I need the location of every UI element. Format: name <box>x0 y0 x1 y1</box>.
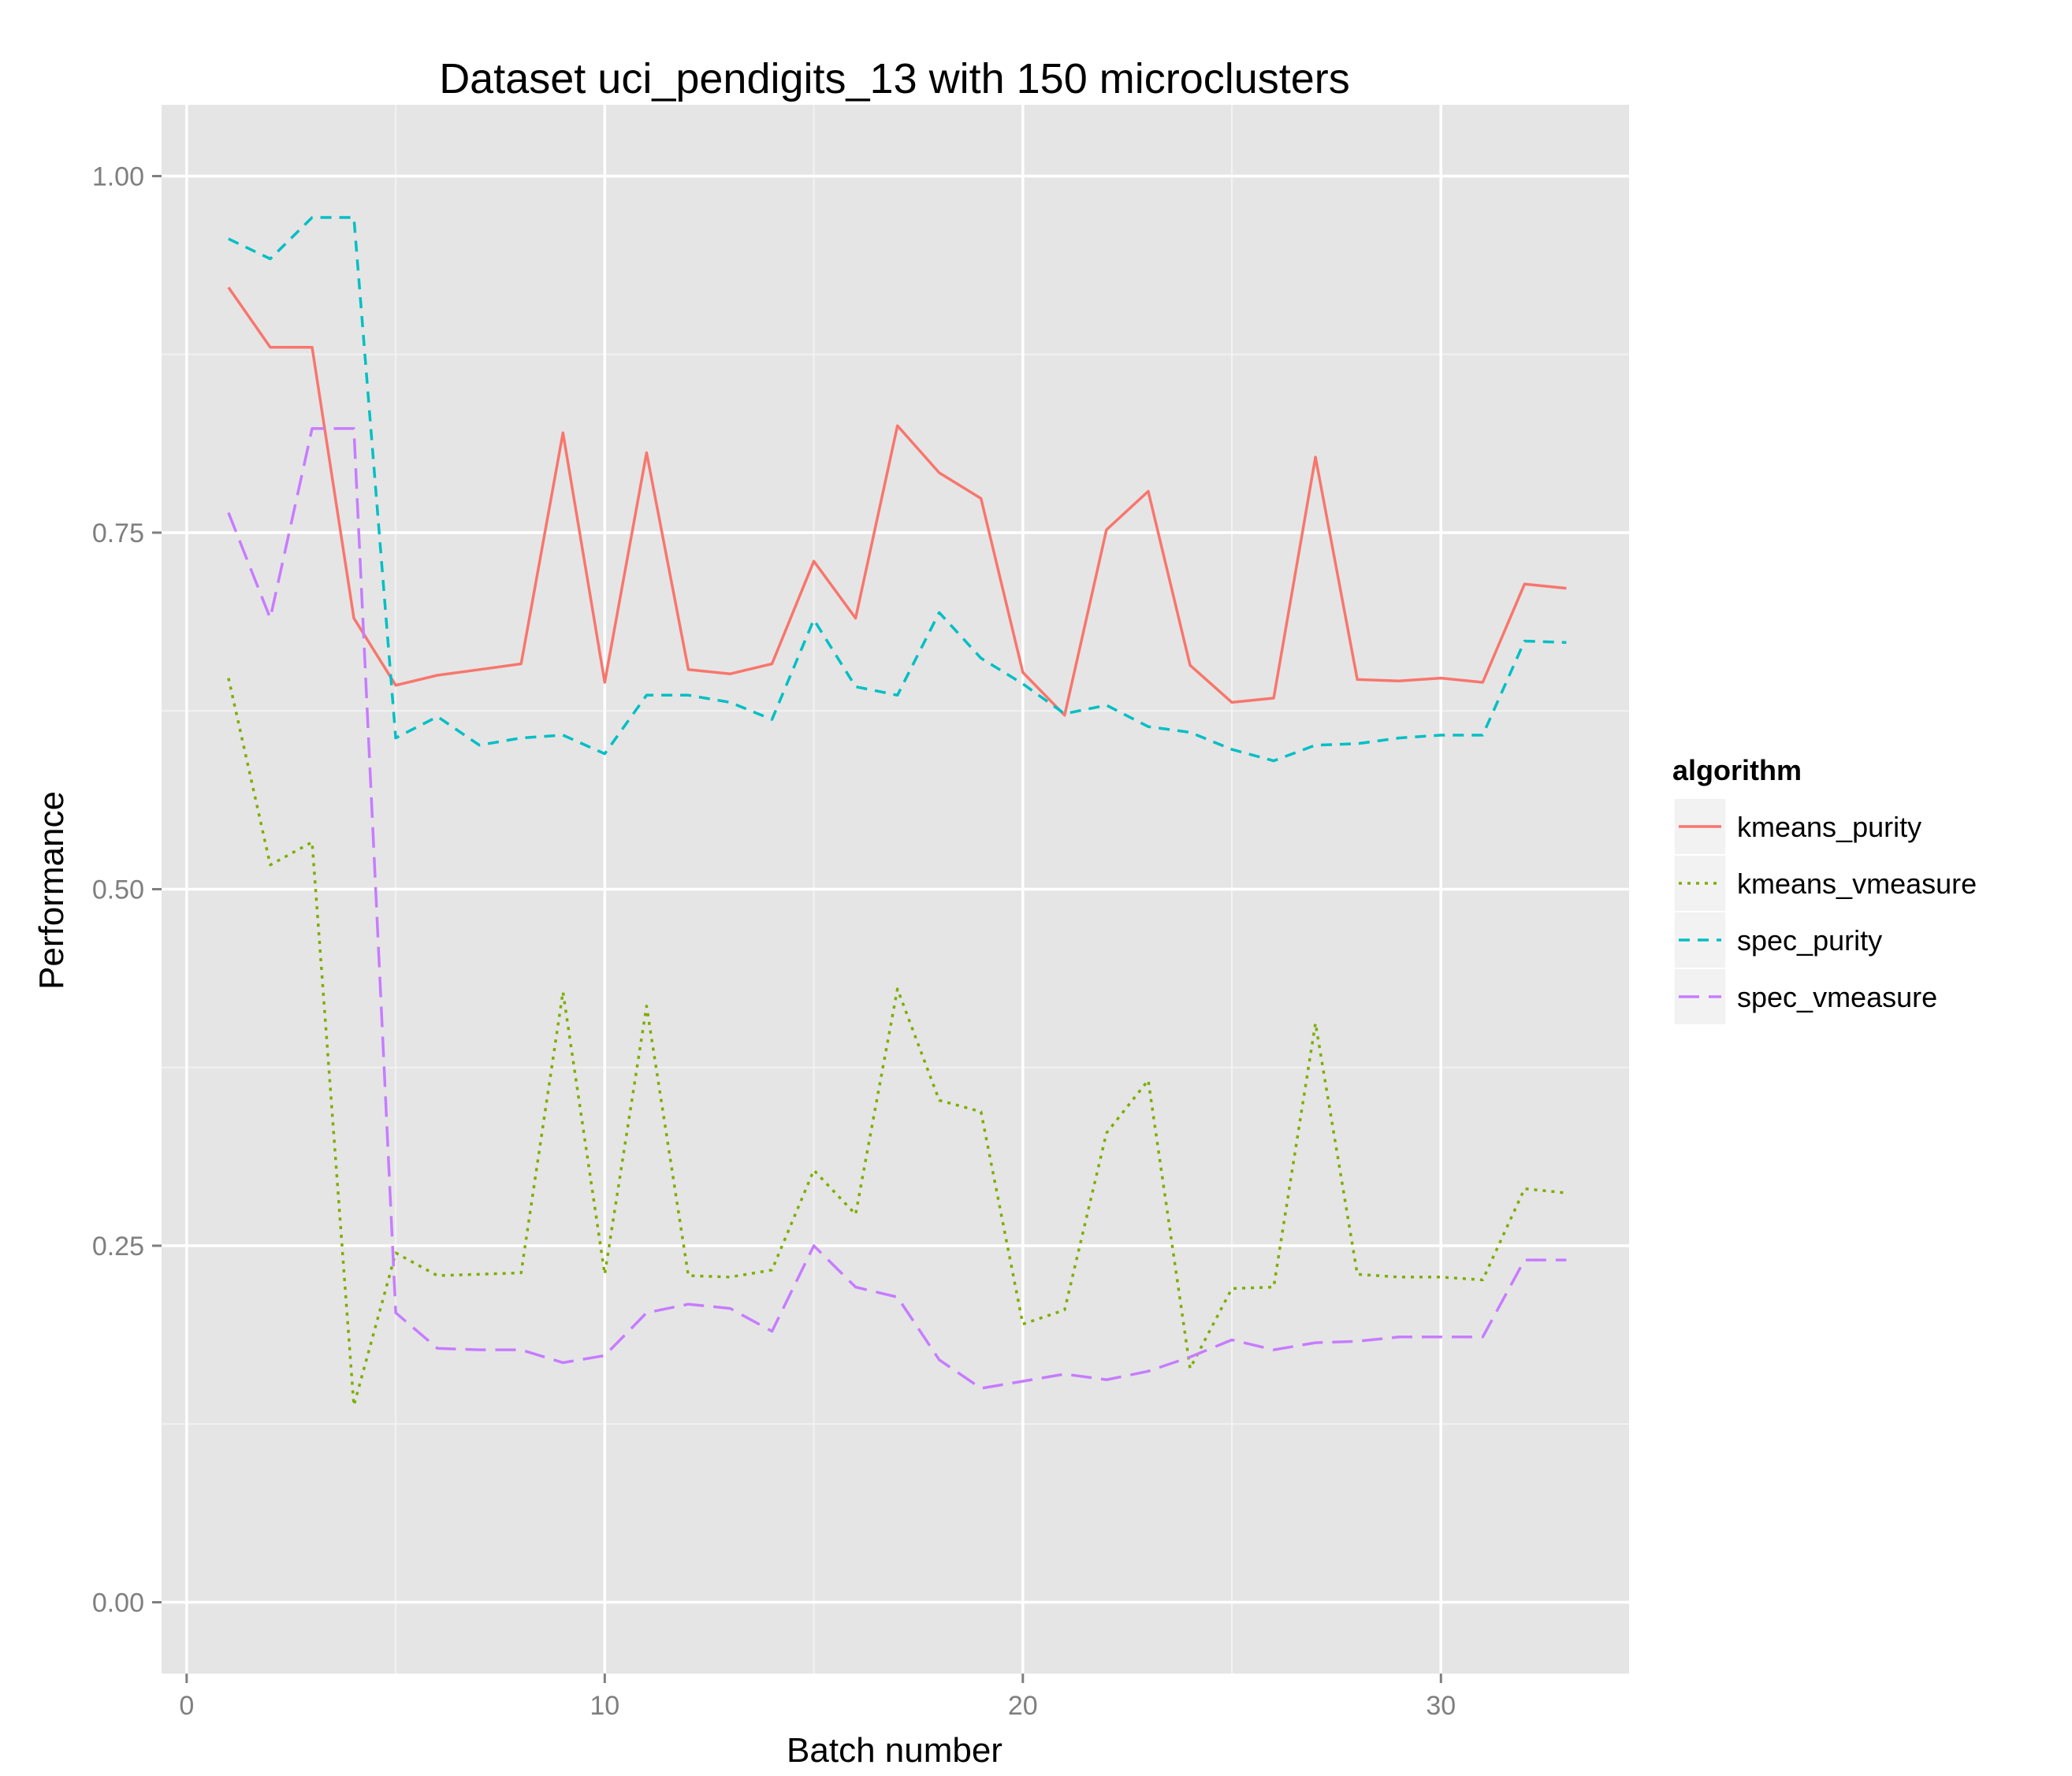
chart-title: Dataset uci_pendigits_13 with 150 microc… <box>439 55 1350 102</box>
y-axis-title: Performance <box>32 791 71 990</box>
x-tick-label: 0 <box>179 1691 194 1721</box>
x-axis: 0 10 20 30 <box>179 1674 1456 1721</box>
y-tick-label: 0.50 <box>92 875 144 905</box>
legend-item-kmeans-purity: kmeans_purity <box>1673 797 1921 856</box>
x-tick-label: 20 <box>1008 1691 1038 1721</box>
legend: algorithm kmeans_purity kmeans_vmeasuresp… <box>1672 754 1977 1026</box>
legend-item-spec-purity: spec_purity <box>1673 911 1882 969</box>
series-lines <box>227 216 1567 1407</box>
major-gridlines <box>162 105 1629 1674</box>
legend-label: kmeans_purity <box>1737 811 1921 843</box>
legend-label: kmeans_vmeasure <box>1737 868 1977 900</box>
series-line-spec-purity <box>228 216 1567 763</box>
series-line-kmeans-purity <box>227 286 1567 717</box>
legend-item-spec-vmeasure: spec_vmeasure <box>1673 968 1937 1026</box>
y-tick-label: 1.00 <box>92 162 144 192</box>
x-tick-label: 10 <box>590 1691 619 1721</box>
y-tick-label: 0.00 <box>92 1588 144 1618</box>
y-tick-label: 0.25 <box>92 1232 144 1261</box>
series-line-spec-vmeasure <box>227 427 1567 1390</box>
x-axis-title: Batch number <box>787 1731 1003 1770</box>
legend-label: spec_purity <box>1737 924 1882 957</box>
legend-title: algorithm <box>1672 754 1802 786</box>
series-line-kmeans-vmeasure <box>227 678 1567 1407</box>
legend-item-kmeans-vmeasure: kmeans_vmeasure <box>1673 854 1977 912</box>
y-tick-label: 0.75 <box>92 518 144 548</box>
legend-items: kmeans_purity kmeans_vmeasure spec_puritys… <box>1673 797 1977 1026</box>
y-axis: 0.00 0.25 0.50 0.75 1.00 <box>92 162 162 1618</box>
legend-label: spec_vmeasure <box>1737 981 1937 1013</box>
x-tick-label: 30 <box>1426 1691 1456 1721</box>
